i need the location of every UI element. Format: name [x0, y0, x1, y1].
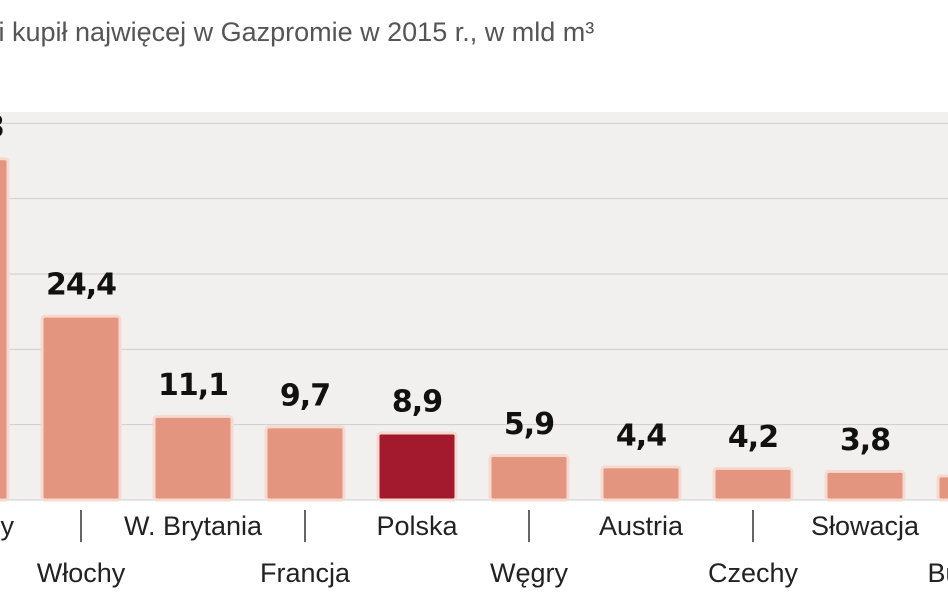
x-tick-label: Węgry [490, 558, 569, 588]
bar [600, 465, 682, 502]
chart-title: Unii kupił najwięcej w Gazpromie w 2015 … [0, 17, 594, 47]
bar [40, 314, 122, 502]
value-label: 4,2 [728, 420, 778, 455]
value-label: 24,4 [46, 268, 116, 303]
bar [264, 425, 346, 502]
x-tick-label: Bułgaria [927, 558, 948, 588]
x-tick-label: Francja [260, 558, 351, 588]
x-tick-label: W. Brytania [124, 511, 263, 541]
value-label: 4,4 [616, 418, 666, 453]
x-tick-label: Włochy [37, 558, 126, 588]
bar [0, 157, 10, 502]
x-tick-label: Niemcy [0, 511, 14, 541]
bar [824, 469, 906, 502]
plot-background [0, 112, 948, 500]
bar [376, 431, 458, 502]
value-label: 5,9 [504, 407, 554, 442]
value-label: 45,3 [0, 110, 4, 145]
bar [712, 466, 794, 502]
value-label: 11,1 [158, 368, 228, 403]
x-tick-label: Polska [376, 511, 458, 541]
value-label: 3,8 [840, 423, 890, 458]
x-tick-label: Czechy [708, 558, 799, 588]
x-tick-label: Słowacja [811, 511, 920, 541]
x-tick-label: Austria [599, 511, 684, 541]
bar [936, 474, 948, 502]
value-label: 8,9 [392, 384, 442, 419]
bar [152, 414, 234, 502]
bar [488, 454, 570, 502]
value-label: 9,7 [280, 378, 330, 413]
